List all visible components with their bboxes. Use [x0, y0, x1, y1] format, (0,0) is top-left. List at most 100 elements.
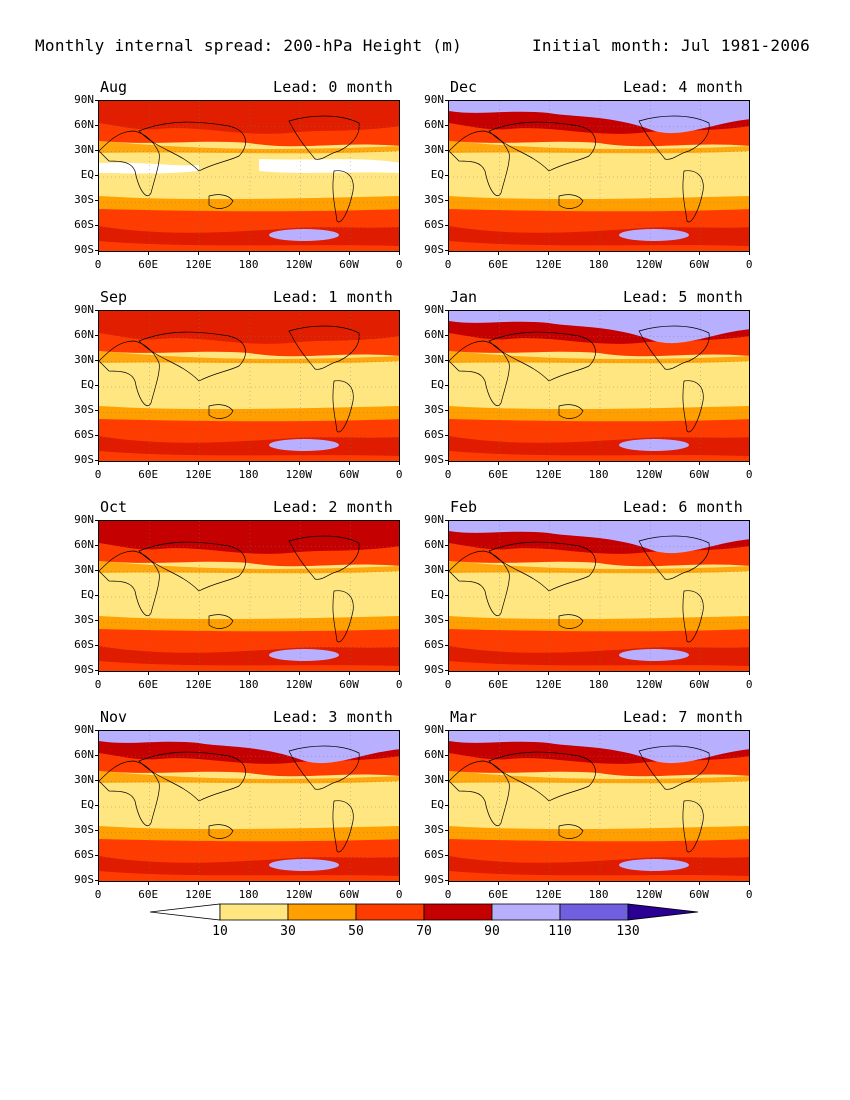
spread-map	[449, 521, 749, 671]
map-panel-sep: Sep Lead: 1 month 90N 60N 30N EQ 30S 60S 90S 0 60E…	[74, 288, 403, 481]
lon-tick	[498, 882, 500, 885]
lat-tick	[445, 855, 448, 856]
lat-tick	[95, 595, 98, 596]
lat-tick-label: 90S	[424, 873, 444, 886]
map-panel-oct: Oct Lead: 2 month 90N 60N 30N EQ 30S 60S 90S 0 60E…	[74, 498, 403, 691]
lat-tick	[95, 855, 98, 856]
lat-tick-label: 90S	[424, 453, 444, 466]
lat-tick	[445, 435, 448, 436]
lon-tick-label: 60E	[488, 888, 509, 901]
lat-tick-label: 30N	[424, 563, 444, 576]
lat-tick	[445, 805, 448, 806]
lat-tick	[95, 175, 98, 176]
nh-subtropic-band	[99, 141, 399, 154]
lon-tick	[349, 672, 350, 675]
lon-tick-label: 120W	[635, 258, 663, 271]
lon-tick-label: 0	[444, 468, 452, 481]
spread-map	[449, 311, 749, 461]
nh-high-band	[99, 521, 399, 554]
lon-tick	[648, 462, 650, 465]
lon-tick	[298, 672, 300, 675]
colorbar-level-label: 10	[212, 924, 228, 939]
lat-tick	[95, 250, 98, 251]
panel-lead-label: Lead: 1 month	[273, 288, 393, 306]
lon-tick-label: 0	[444, 888, 452, 901]
panel-month-label: Sep	[100, 288, 128, 306]
lat-tick-label: 90N	[74, 303, 94, 316]
lon-tick	[349, 882, 350, 885]
nh-subtropic-band	[449, 561, 749, 574]
panel-month-label: Aug	[100, 78, 128, 96]
colorbar-level-label: 30	[280, 924, 296, 939]
lat-tick-label: 30N	[424, 353, 444, 366]
lon-tick-label: 60E	[488, 678, 509, 691]
spread-map	[99, 521, 399, 671]
panel-lead-label: Lead: 7 month	[623, 708, 743, 726]
lat-tick	[445, 200, 448, 201]
lon-tick	[98, 252, 99, 255]
lat-tick	[95, 410, 98, 411]
lat-tick-label: 60S	[74, 218, 94, 231]
lat-tick-label: 90N	[424, 303, 444, 316]
panel-lead-label: Lead: 0 month	[273, 78, 393, 96]
nh-polar-cap	[99, 731, 399, 764]
lon-tick	[498, 462, 500, 465]
lon-tick	[548, 462, 550, 465]
lon-tick	[349, 462, 350, 465]
map-panel-jan: Jan Lead: 5 month 90N 60N 30N EQ 30S 60S 90S 0 60E…	[424, 288, 752, 481]
lon-tick	[699, 252, 700, 255]
lon-tick	[248, 672, 250, 675]
sh-high-spread-pocket	[269, 859, 339, 871]
colorbar-swatch	[491, 903, 561, 921]
sh-high-spread-pocket	[619, 859, 689, 871]
lat-tick	[95, 570, 98, 571]
lat-tick	[445, 125, 448, 126]
lon-tick	[749, 672, 751, 675]
sh-high-spread-pocket	[269, 439, 339, 451]
lat-tick-label: EQ	[80, 168, 94, 181]
lon-tick-label: 120W	[285, 468, 313, 481]
sh-subtropic-band	[99, 406, 399, 422]
lat-tick-label: EQ	[80, 588, 94, 601]
lat-tick-label: EQ	[80, 378, 94, 391]
lat-tick-label: 90S	[74, 243, 94, 256]
map-panel-aug: Aug Lead: 0 month 90N 60N 30N EQ 30S 60S 90S 0 60E…	[74, 78, 402, 271]
lon-tick-label: 0	[444, 678, 452, 691]
lat-tick-label: 90S	[424, 663, 444, 676]
lat-tick	[95, 460, 98, 461]
lat-tick	[445, 385, 448, 386]
lat-tick-label: 30N	[74, 143, 94, 156]
lat-tick-label: 90S	[74, 453, 94, 466]
lat-tick-label: 60S	[74, 428, 94, 441]
colorbar-level-label: 130	[616, 924, 640, 939]
panel-month-label: Nov	[100, 708, 128, 726]
lon-tick	[298, 882, 300, 885]
map-panel-nov: Nov Lead: 3 month 90N 60N 30N EQ 30S 60S 90S 0 60E…	[74, 708, 403, 901]
lon-tick-label: 60E	[138, 678, 159, 691]
panel-lead-label: Lead: 4 month	[623, 78, 743, 96]
lon-tick-label: 120W	[635, 888, 663, 901]
lon-tick-label: 60E	[488, 468, 509, 481]
lon-tick	[198, 462, 200, 465]
colorbar-level-label: 90	[484, 924, 500, 939]
lon-tick-label: 0	[94, 468, 102, 481]
lat-tick-label: 30N	[74, 563, 94, 576]
spread-map	[449, 731, 749, 881]
lon-tick-label: 180	[238, 258, 259, 271]
lon-tick-label: 0	[395, 888, 403, 901]
lon-tick	[399, 462, 401, 465]
lat-tick	[95, 310, 98, 311]
lon-tick-label: 60W	[339, 678, 359, 691]
lat-tick-label: 30S	[424, 193, 444, 206]
lon-tick-label: 60E	[138, 258, 159, 271]
lat-tick-label: 30S	[74, 403, 94, 416]
lat-tick	[95, 335, 98, 336]
lon-tick-label: 120E	[185, 678, 212, 691]
lon-tick-label: 120W	[285, 888, 313, 901]
nh-polar-cap	[449, 311, 749, 344]
lon-tick-label: 0	[395, 678, 403, 691]
lon-tick-label: 0	[395, 468, 403, 481]
lon-tick-label: 120W	[635, 468, 663, 481]
colorbar-level-label: 50	[348, 924, 364, 939]
lon-tick-label: 120E	[185, 258, 212, 271]
